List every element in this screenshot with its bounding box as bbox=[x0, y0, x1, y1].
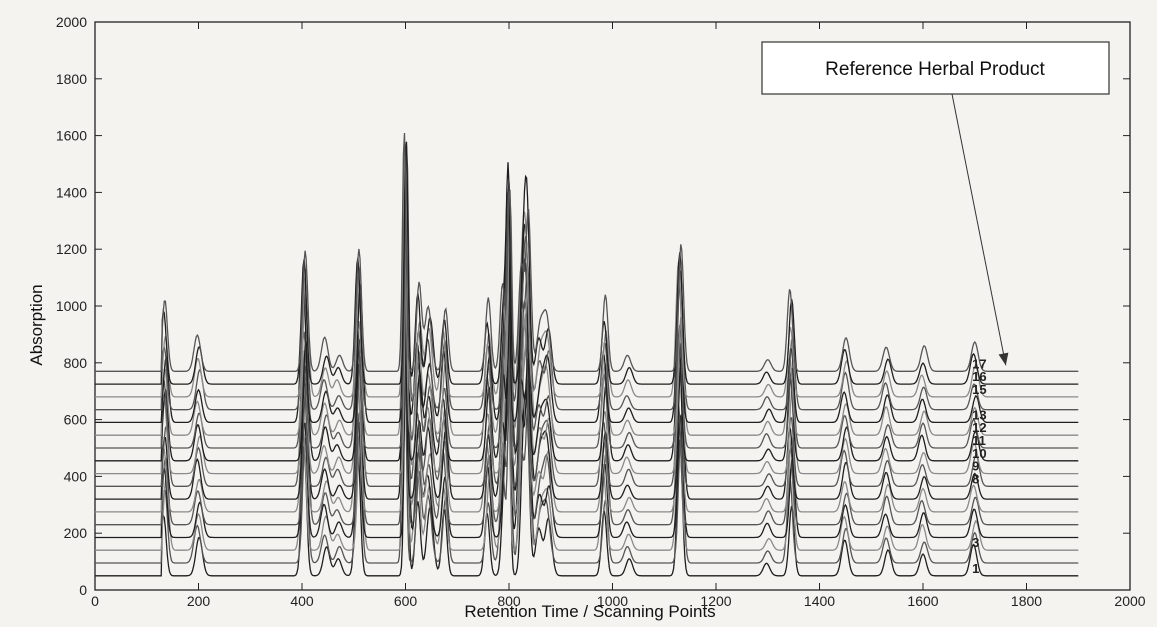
series-trace bbox=[95, 145, 1079, 398]
series-trace bbox=[95, 315, 1079, 564]
series-trace bbox=[95, 246, 1079, 539]
series-trace bbox=[95, 141, 1079, 385]
x-tick-label: 1000 bbox=[597, 593, 628, 609]
x-tick-label: 800 bbox=[497, 593, 521, 609]
series-label: 10 bbox=[972, 446, 986, 461]
y-tick-label: 200 bbox=[64, 525, 88, 541]
reference-callout: Reference Herbal Product bbox=[761, 41, 1110, 366]
x-tick-label: 1200 bbox=[700, 593, 731, 609]
x-axis: 0 200 400 600 800 1000 1200 1400 1600 1800 2000 bbox=[91, 22, 1146, 609]
series-trace bbox=[95, 153, 1079, 436]
y-tick-label: 1200 bbox=[56, 241, 87, 257]
series-trace bbox=[95, 243, 1079, 513]
x-tick-label: 400 bbox=[290, 593, 314, 609]
series-trace bbox=[95, 145, 1079, 411]
series-label: 12 bbox=[972, 420, 986, 435]
series-label: 17 bbox=[972, 356, 986, 371]
y-axis-title: Absorption bbox=[27, 284, 46, 365]
series-trace bbox=[95, 226, 1079, 475]
y-tick-label: 1400 bbox=[56, 184, 87, 200]
series-label: 13 bbox=[972, 407, 986, 422]
callout-arrow bbox=[951, 93, 1007, 366]
series-label: 9 bbox=[972, 459, 979, 474]
series-trace bbox=[95, 147, 1079, 424]
y-tick-label: 0 bbox=[79, 582, 87, 598]
x-tick-label: 2000 bbox=[1114, 593, 1145, 609]
series-trace bbox=[95, 310, 1079, 551]
series-trace bbox=[95, 132, 1079, 372]
series-trace bbox=[95, 162, 1079, 449]
y-axis: 0 200 400 600 800 1000 1200 1400 1600 1800 2000 bbox=[56, 14, 1130, 598]
series-label: 11 bbox=[972, 433, 986, 448]
x-tick-label: 600 bbox=[394, 593, 418, 609]
y-tick-label: 1800 bbox=[56, 71, 87, 87]
y-tick-label: 600 bbox=[64, 412, 88, 428]
callout-arrowhead bbox=[998, 352, 1009, 366]
y-tick-label: 400 bbox=[64, 468, 88, 484]
y-tick-label: 1600 bbox=[56, 128, 87, 144]
series-label: 3 bbox=[972, 535, 979, 550]
y-tick-label: 1000 bbox=[56, 298, 87, 314]
series-label: 15 bbox=[972, 382, 986, 397]
series-traces bbox=[95, 132, 1079, 577]
series-label: 16 bbox=[972, 369, 986, 384]
x-tick-label: 1600 bbox=[907, 593, 938, 609]
y-tick-label: 800 bbox=[64, 355, 88, 371]
x-tick-label: 200 bbox=[187, 593, 211, 609]
x-tick-label: 0 bbox=[91, 593, 99, 609]
series-trace bbox=[95, 234, 1079, 500]
callout-box bbox=[761, 41, 1110, 95]
callout-label: Reference Herbal Product bbox=[825, 59, 1045, 80]
plot-frame bbox=[94, 21, 1131, 591]
plot-border bbox=[94, 21, 1131, 591]
series-trace bbox=[95, 324, 1079, 577]
y-tick-label: 2000 bbox=[56, 14, 87, 30]
series-trace bbox=[95, 248, 1079, 526]
series-trace bbox=[95, 226, 1079, 462]
x-tick-label: 1800 bbox=[1011, 593, 1042, 609]
series-label: 1 bbox=[972, 561, 979, 576]
x-tick-label: 1400 bbox=[804, 593, 835, 609]
series-trace bbox=[95, 228, 1079, 487]
x-axis-title: Retention Time / Scanning Points bbox=[464, 602, 715, 621]
series-label: 8 bbox=[972, 471, 979, 486]
